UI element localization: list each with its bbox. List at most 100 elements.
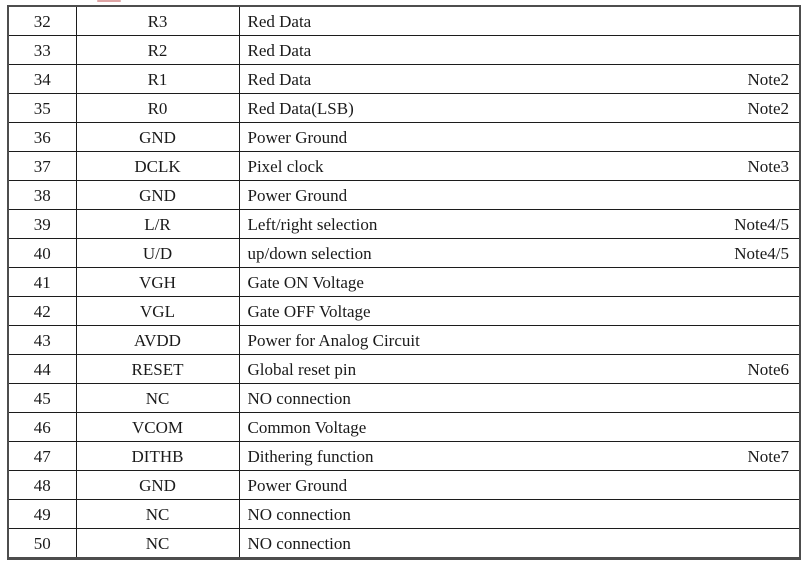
table-row: 37 DCLK Pixel clock Note3 bbox=[7, 151, 801, 181]
description-text: Red Data(LSB) bbox=[247, 98, 354, 118]
symbol-cell: AVDD bbox=[75, 325, 240, 355]
description-text: Left/right selection bbox=[247, 214, 378, 234]
description-cell: Dithering function Note7 bbox=[238, 441, 801, 471]
description-text: Red Data bbox=[247, 11, 312, 31]
description-text: Red Data bbox=[247, 40, 312, 60]
pin-number-cell: 38 bbox=[7, 180, 77, 210]
note-text: Note2 bbox=[747, 98, 789, 118]
note-text: Note6 bbox=[747, 359, 789, 379]
description-cell: Gate OFF Voltage bbox=[238, 296, 801, 326]
symbol-cell: R3 bbox=[75, 5, 240, 36]
description-text: Gate OFF Voltage bbox=[247, 301, 371, 321]
symbol-cell: R0 bbox=[75, 93, 240, 123]
symbol-cell: GND bbox=[75, 180, 240, 210]
description-text: Power for Analog Circuit bbox=[247, 330, 420, 350]
description-cell: Red Data bbox=[238, 35, 801, 65]
symbol-cell: U/D bbox=[75, 238, 240, 268]
description-cell: Power for Analog Circuit bbox=[238, 325, 801, 355]
table-row: 47 DITHB Dithering function Note7 bbox=[7, 441, 801, 471]
pin-number-cell: 44 bbox=[7, 354, 77, 384]
table-row: 34 R1 Red Data Note2 bbox=[7, 64, 801, 94]
table-row: 50 NC NO connection bbox=[7, 528, 801, 559]
note-text: Note4/5 bbox=[734, 243, 789, 263]
pin-number-cell: 36 bbox=[7, 122, 77, 152]
table-row: 33 R2 Red Data bbox=[7, 35, 801, 65]
symbol-cell: VCOM bbox=[75, 412, 240, 442]
description-cell: Power Ground bbox=[238, 122, 801, 152]
description-text: NO connection bbox=[247, 533, 351, 553]
description-text: Power Ground bbox=[247, 127, 348, 147]
pin-number-cell: 34 bbox=[7, 64, 77, 94]
symbol-cell: NC bbox=[75, 499, 240, 529]
description-cell: Common Voltage bbox=[238, 412, 801, 442]
table-row: 41 VGH Gate ON Voltage bbox=[7, 267, 801, 297]
symbol-cell: VGL bbox=[75, 296, 240, 326]
pin-number-cell: 35 bbox=[7, 93, 77, 123]
description-cell: Power Ground bbox=[238, 470, 801, 500]
pin-number-cell: 40 bbox=[7, 238, 77, 268]
symbol-cell: GND bbox=[75, 122, 240, 152]
symbol-cell: R1 bbox=[75, 64, 240, 94]
cutoff-red-text-artifact bbox=[97, 0, 121, 2]
symbol-cell: RESET bbox=[75, 354, 240, 384]
table-row: 32 R3 Red Data bbox=[7, 5, 801, 36]
table-row: 38 GND Power Ground bbox=[7, 180, 801, 210]
pin-number-cell: 32 bbox=[7, 5, 77, 36]
table-row: 39 L/R Left/right selection Note4/5 bbox=[7, 209, 801, 239]
note-text: Note4/5 bbox=[734, 214, 789, 234]
table-row: 48 GND Power Ground bbox=[7, 470, 801, 500]
description-cell: Gate ON Voltage bbox=[238, 267, 801, 297]
description-cell: Left/right selection Note4/5 bbox=[238, 209, 801, 239]
table-row: 45 NC NO connection bbox=[7, 383, 801, 413]
symbol-cell: NC bbox=[75, 383, 240, 413]
pin-number-cell: 41 bbox=[7, 267, 77, 297]
description-cell: Global reset pin Note6 bbox=[238, 354, 801, 384]
table-row: 49 NC NO connection bbox=[7, 499, 801, 529]
symbol-cell: GND bbox=[75, 470, 240, 500]
note-text: Note3 bbox=[747, 156, 789, 176]
description-cell: NO connection bbox=[238, 528, 801, 559]
description-text: NO connection bbox=[247, 388, 351, 408]
pin-number-cell: 48 bbox=[7, 470, 77, 500]
table-row: 40 U/D up/down selection Note4/5 bbox=[7, 238, 801, 268]
description-cell: NO connection bbox=[238, 499, 801, 529]
description-cell: NO connection bbox=[238, 383, 801, 413]
table-row: 36 GND Power Ground bbox=[7, 122, 801, 152]
symbol-cell: DCLK bbox=[75, 151, 240, 181]
description-text: Power Ground bbox=[247, 185, 348, 205]
note-text: Note7 bbox=[747, 446, 789, 466]
symbol-cell: VGH bbox=[75, 267, 240, 297]
pin-number-cell: 33 bbox=[7, 35, 77, 65]
description-text: Power Ground bbox=[247, 475, 348, 495]
pin-number-cell: 39 bbox=[7, 209, 77, 239]
description-cell: Power Ground bbox=[238, 180, 801, 210]
description-cell: up/down selection Note4/5 bbox=[238, 238, 801, 268]
note-text: Note2 bbox=[747, 69, 789, 89]
description-text: Red Data bbox=[247, 69, 312, 89]
table-row: 44 RESET Global reset pin Note6 bbox=[7, 354, 801, 384]
table-row: 42 VGL Gate OFF Voltage bbox=[7, 296, 801, 326]
description-text: Global reset pin bbox=[247, 359, 357, 379]
pin-number-cell: 49 bbox=[7, 499, 77, 529]
pin-number-cell: 42 bbox=[7, 296, 77, 326]
symbol-cell: NC bbox=[75, 528, 240, 559]
symbol-cell: L/R bbox=[75, 209, 240, 239]
pin-number-cell: 47 bbox=[7, 441, 77, 471]
pin-number-cell: 37 bbox=[7, 151, 77, 181]
table-row: 35 R0 Red Data(LSB) Note2 bbox=[7, 93, 801, 123]
description-cell: Red Data bbox=[238, 5, 801, 36]
symbol-cell: R2 bbox=[75, 35, 240, 65]
description-text: Pixel clock bbox=[247, 156, 324, 176]
description-cell: Red Data Note2 bbox=[238, 64, 801, 94]
description-text: up/down selection bbox=[247, 243, 372, 263]
description-text: Gate ON Voltage bbox=[247, 272, 364, 292]
pin-number-cell: 45 bbox=[7, 383, 77, 413]
symbol-cell: DITHB bbox=[75, 441, 240, 471]
table-row: 46 VCOM Common Voltage bbox=[7, 412, 801, 442]
description-text: NO connection bbox=[247, 504, 351, 524]
table-row: 43 AVDD Power for Analog Circuit bbox=[7, 325, 801, 355]
description-cell: Red Data(LSB) Note2 bbox=[238, 93, 801, 123]
description-text: Dithering function bbox=[247, 446, 374, 466]
pin-number-cell: 43 bbox=[7, 325, 77, 355]
pin-assignment-table: 32 R3 Red Data 33 R2 Red Data 34 R1 Red Data Note… bbox=[7, 5, 801, 560]
